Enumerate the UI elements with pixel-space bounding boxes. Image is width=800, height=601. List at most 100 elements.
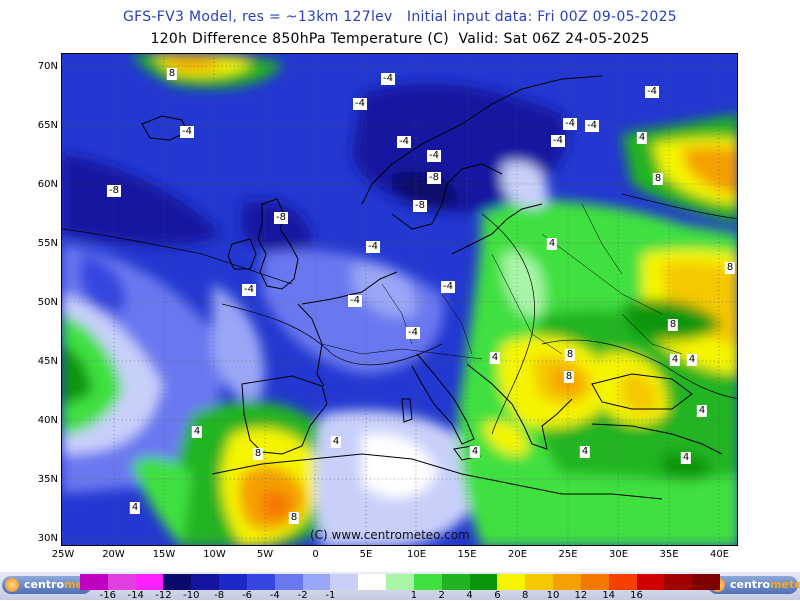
contour-value-label: -4	[441, 281, 455, 293]
longitude-label: 35E	[659, 549, 679, 560]
latitude-label: 60N	[37, 179, 58, 190]
contour-value-label: -4	[366, 241, 380, 253]
colorbar-tick-label: -1	[325, 590, 336, 601]
contour-value-label: 4	[129, 502, 141, 514]
contour-value-label: 8	[166, 68, 178, 80]
colorbar-swatch	[219, 574, 248, 590]
contour-value-label: 8	[652, 173, 664, 185]
contour-value-label: -8	[107, 185, 121, 197]
contour-value-label: -4	[645, 86, 659, 98]
latitude-label: 35N	[37, 474, 58, 485]
contour-value-label: -4	[353, 98, 367, 110]
graticule	[62, 54, 737, 545]
logo-sun-icon	[5, 578, 19, 592]
colorbar-swatch	[274, 574, 304, 590]
contour-value-label: -8	[274, 212, 288, 224]
colorbar-tick-label: 4	[466, 590, 473, 601]
latitude-label: 45N	[37, 356, 58, 367]
contour-value-label: -4	[397, 136, 411, 148]
colorbar-tick-label: -6	[241, 590, 252, 601]
contour-value-label: -4	[381, 73, 395, 85]
contour-value-label: 4	[636, 132, 648, 144]
contour-value-label: 4	[330, 436, 342, 448]
contour-value-label: -8	[413, 200, 427, 212]
contour-value-label: 8	[564, 349, 576, 361]
longitude-label: 25W	[51, 549, 75, 560]
longitude-label: 5E	[359, 549, 373, 560]
contour-value-label: -4	[563, 118, 577, 130]
colorbar-tick-label: 1	[410, 590, 418, 601]
colorbar-tick-label: 6	[494, 590, 501, 601]
contour-value-label: 4	[686, 354, 698, 366]
colorbar-swatch	[608, 574, 637, 590]
longitude-label: 20W	[102, 549, 125, 560]
field-valid-title: 120h Difference 850hPa Temperature (C) V…	[150, 31, 650, 47]
contour-lines	[62, 193, 737, 435]
colorbar-swatch	[580, 574, 610, 590]
centrometeo-logo-right: centrometeo	[708, 576, 800, 594]
contour-value-label: 4	[546, 238, 558, 250]
colorbar-tick-label: -16	[99, 590, 116, 601]
latitude-label: 30N	[37, 533, 58, 544]
colorbar-swatch	[497, 574, 526, 590]
colorbar-tick-label: -8	[214, 590, 225, 601]
centrometeo-logo-left: centrometeo	[2, 576, 103, 594]
contour-value-label: 8	[252, 448, 264, 460]
contour-value-label: -4	[406, 327, 420, 339]
colorbar-swatch	[553, 574, 582, 590]
colorbar-swatch	[80, 574, 109, 590]
colorbar-swatch	[692, 574, 721, 590]
longitude-label: 10E	[406, 549, 427, 560]
longitude-label: 10W	[203, 549, 226, 560]
colorbar-swatch	[135, 574, 164, 590]
colorbar-tick-label: -10	[183, 590, 200, 601]
colorbar-swatch	[302, 574, 331, 590]
latitude-label: 65N	[37, 120, 58, 131]
copyright-credit: (C) www.centrometeo.com	[310, 528, 470, 542]
colorbar-swatch	[386, 574, 415, 590]
contour-value-label: 8	[667, 319, 679, 331]
colorbar-swatch	[441, 574, 471, 590]
colorbar-tick-label: -12	[155, 590, 172, 601]
longitude-label: 15W	[152, 549, 176, 560]
colorbar-swatch	[107, 574, 137, 590]
colorbar-tick-label: 8	[522, 590, 529, 601]
colorbar-tick-label: 10	[546, 590, 560, 601]
colorbar-tick-label: 2	[438, 590, 445, 601]
contour-value-label: -4	[242, 284, 256, 296]
colorbar-tick-label: 12	[574, 590, 588, 601]
contour-value-label: -4	[427, 150, 441, 162]
colorbar-swatch	[664, 574, 693, 590]
colorbar-swatch	[469, 574, 498, 590]
colorbar-swatch	[413, 574, 443, 590]
colorbar-tick-label: -2	[297, 590, 308, 601]
field-shading	[62, 54, 737, 545]
contour-value-label: 4	[469, 446, 481, 458]
contour-value-label: 4	[579, 446, 591, 458]
latitude-label: 50N	[37, 297, 58, 308]
longitude-label: 20E	[507, 549, 528, 560]
colorbar-tick-label: 14	[602, 590, 616, 601]
colorbar-swatch	[330, 574, 359, 590]
colorbar-tick-label: 16	[630, 590, 643, 601]
contour-value-label: 4	[191, 426, 203, 438]
longitude-label: 25E	[558, 549, 578, 560]
longitude-label: 5W	[256, 549, 274, 560]
contour-value-label: 4	[680, 452, 692, 464]
contour-value-label: -4	[180, 126, 194, 138]
map-field-svg	[62, 54, 737, 545]
longitude-label: 40E	[709, 549, 730, 560]
contour-value-label: 4	[696, 405, 708, 417]
model-info-title: GFS-FV3 Model, res = ~13km 127lev Initia…	[122, 9, 677, 25]
contour-value-label: 8	[288, 512, 300, 524]
contour-value-label: 8	[724, 262, 736, 274]
colorbar-swatch	[525, 574, 554, 590]
colorbar-swatch	[163, 574, 192, 590]
latitude-label: 70N	[37, 61, 58, 72]
contour-value-label: -4	[585, 120, 599, 132]
temperature-difference-map: 8 -4 -4 -4 -4 -4 -4 -4 4 -8 -4 -8 8 -8 -4 -8 4 -4 8 -4 -4 -4 8…	[61, 53, 738, 546]
colorbar-swatch	[246, 574, 276, 590]
contour-value-label: -4	[551, 135, 565, 147]
colorbar-tick-label: -14	[127, 590, 144, 601]
latitude-label: 40N	[37, 415, 58, 426]
